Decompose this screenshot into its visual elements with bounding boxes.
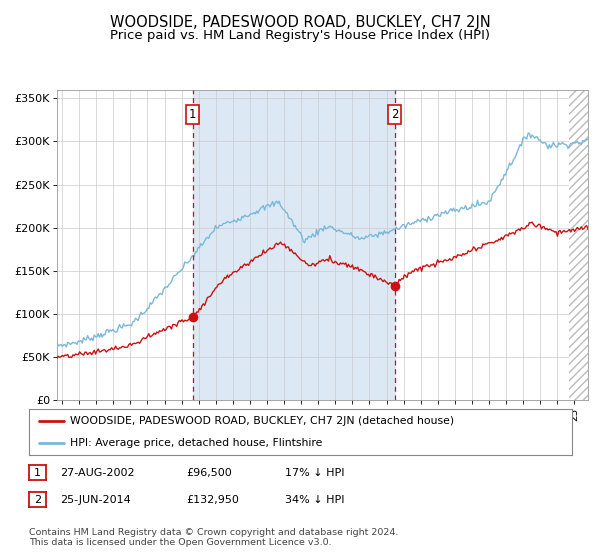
Text: 27-AUG-2002: 27-AUG-2002 (60, 468, 134, 478)
Text: Contains HM Land Registry data © Crown copyright and database right 2024.
This d: Contains HM Land Registry data © Crown c… (29, 528, 398, 547)
Text: 2: 2 (391, 108, 398, 121)
Polygon shape (569, 90, 588, 400)
Text: WOODSIDE, PADESWOOD ROAD, BUCKLEY, CH7 2JN (detached house): WOODSIDE, PADESWOOD ROAD, BUCKLEY, CH7 2… (70, 416, 454, 426)
Bar (193, 90, 395, 400)
Text: 34% ↓ HPI: 34% ↓ HPI (285, 494, 344, 505)
Text: 1: 1 (189, 108, 196, 121)
Text: 17% ↓ HPI: 17% ↓ HPI (285, 468, 344, 478)
Text: 2: 2 (34, 494, 41, 505)
Text: HPI: Average price, detached house, Flintshire: HPI: Average price, detached house, Flin… (70, 438, 322, 448)
Text: WOODSIDE, PADESWOOD ROAD, BUCKLEY, CH7 2JN: WOODSIDE, PADESWOOD ROAD, BUCKLEY, CH7 2… (110, 15, 490, 30)
Text: 25-JUN-2014: 25-JUN-2014 (60, 494, 131, 505)
Text: £132,950: £132,950 (186, 494, 239, 505)
Text: Price paid vs. HM Land Registry's House Price Index (HPI): Price paid vs. HM Land Registry's House … (110, 29, 490, 42)
Text: £96,500: £96,500 (186, 468, 232, 478)
Text: 1: 1 (34, 468, 41, 478)
